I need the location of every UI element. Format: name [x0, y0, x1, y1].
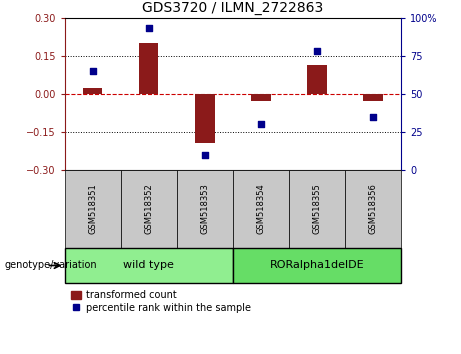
Text: GSM518355: GSM518355 [313, 183, 321, 234]
Bar [121, 170, 177, 248]
Bar [65, 248, 233, 283]
Text: genotype/variation: genotype/variation [5, 261, 97, 270]
Bar [307, 65, 327, 94]
Title: GDS3720 / ILMN_2722863: GDS3720 / ILMN_2722863 [142, 1, 324, 15]
Point [201, 152, 208, 158]
Bar [83, 88, 102, 94]
Point [89, 68, 96, 74]
Legend: transformed count, percentile rank within the sample: transformed count, percentile rank withi… [70, 288, 253, 315]
Bar [65, 170, 121, 248]
Point [313, 48, 321, 54]
Bar [233, 248, 401, 283]
Bar [363, 94, 383, 101]
Bar [177, 170, 233, 248]
Point [145, 25, 152, 31]
Point [369, 114, 377, 119]
Text: GSM518356: GSM518356 [368, 183, 378, 234]
Bar [233, 170, 289, 248]
Bar [289, 170, 345, 248]
Text: GSM518353: GSM518353 [200, 183, 209, 234]
Bar [139, 43, 159, 94]
Text: GSM518354: GSM518354 [256, 183, 266, 234]
Bar [345, 170, 401, 248]
Bar [195, 94, 214, 143]
Text: GSM518352: GSM518352 [144, 183, 153, 234]
Text: wild type: wild type [123, 261, 174, 270]
Bar [251, 94, 271, 101]
Point [257, 121, 265, 127]
Text: GSM518351: GSM518351 [88, 183, 97, 234]
Text: RORalpha1delDE: RORalpha1delDE [270, 261, 364, 270]
